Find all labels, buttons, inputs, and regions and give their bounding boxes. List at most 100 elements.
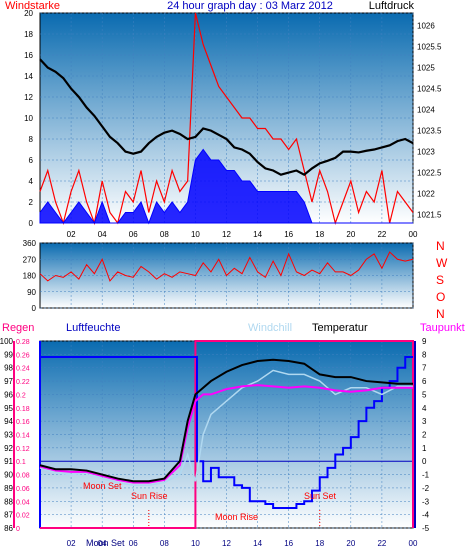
- x-tick-label: 00: [409, 230, 418, 239]
- temp-tick-label: 0: [422, 457, 427, 466]
- x-tick-label: 02: [67, 539, 76, 548]
- rain-tick-label: 0.1: [16, 459, 26, 466]
- rain-tick-label: 0.14: [16, 433, 30, 440]
- x-tick-label: 22: [377, 539, 386, 548]
- wind-gust-area: [39, 148, 413, 225]
- rain-tick-label: 0.18: [16, 406, 30, 413]
- temp-tick-label: 3: [422, 417, 427, 426]
- wind-grid: [40, 12, 414, 224]
- annotation-sun-rise: Sun Rise: [131, 491, 168, 501]
- x-tick-label: 06: [129, 539, 138, 548]
- wind-tick-label: 8: [29, 135, 34, 144]
- direction-tick-label: 180: [23, 272, 37, 281]
- pressure-tick-label: 1025.5: [417, 43, 442, 52]
- rain-tick-label: 0.16: [16, 419, 30, 426]
- wind-series: [39, 12, 414, 226]
- direction-letter: O: [436, 290, 445, 304]
- wind-direction-line: [39, 251, 414, 282]
- annotation-moon-set-2: Moon Set: [86, 538, 125, 548]
- temp-tick-label: 6: [422, 377, 427, 386]
- dewpoint-line: [39, 384, 413, 484]
- pressure-tick-label: 1023: [417, 148, 435, 157]
- temp-tick-label: -3: [422, 497, 430, 506]
- x-tick-label: 14: [253, 230, 262, 239]
- direction-tick-label: 360: [23, 239, 37, 248]
- x-tick-label: 12: [222, 230, 231, 239]
- humidity-tick-label: 100: [0, 337, 14, 346]
- humidity-tick-label: 86: [4, 524, 13, 533]
- humidity-tick-label: 87: [4, 511, 13, 520]
- wind-tick-label: 10: [24, 114, 33, 123]
- direction-series: [39, 251, 414, 282]
- pressure-tick-label: 1022: [417, 190, 435, 199]
- x-tick-label: 14: [253, 539, 262, 548]
- humidity-tick-label: 95: [4, 404, 13, 413]
- humidity-tick-label: 99: [4, 350, 13, 359]
- pressure-tick-label: 1025: [417, 64, 435, 73]
- rain-tick-label: 0.28: [16, 339, 30, 346]
- humidity-tick-label: 88: [4, 497, 13, 506]
- x-tick-label: 08: [160, 230, 169, 239]
- annotation-moon-rise: Moon Rise: [215, 512, 258, 522]
- wind-tick-label: 20: [24, 9, 33, 18]
- rain-axis-label: Regen: [2, 322, 34, 334]
- legend-temperature: Temperatur: [312, 322, 368, 334]
- humidity-tick-label: 98: [4, 364, 13, 373]
- wind-speed-line: [39, 12, 414, 226]
- rain-tick-label: 0.02: [16, 513, 30, 520]
- temp-tick-label: 2: [422, 431, 427, 440]
- direction-letter: W: [436, 256, 448, 270]
- temp-tick-label: -5: [422, 524, 430, 533]
- temp-tick-label: 4: [422, 404, 427, 413]
- annotation-moon-set: Moon Set: [83, 481, 122, 491]
- pressure-axis-label: Luftdruck: [369, 0, 415, 12]
- humidity-axis-label: Luftfeuchte: [66, 322, 120, 334]
- direction-ticks: 0 90 180 270 360: [23, 239, 37, 313]
- x-tick-label: 06: [129, 230, 138, 239]
- temp-tick-label: 1: [422, 444, 427, 453]
- rain-tick-label: 0.12: [16, 446, 30, 453]
- humidity-tick-label: 89: [4, 484, 13, 493]
- wind-tick-label: 4: [29, 177, 34, 186]
- wind-tick-label: 18: [24, 30, 33, 39]
- pressure-tick-label: 1023.5: [417, 127, 442, 136]
- rain-tick-label: 0: [16, 526, 20, 533]
- wind-tick-label: 16: [24, 51, 33, 60]
- x-tick-label: 18: [315, 539, 324, 548]
- temp-tick-label: 8: [422, 350, 427, 359]
- pressure-tick-label: 1024.5: [417, 85, 442, 94]
- pressure-tick-label: 1021.5: [417, 211, 442, 220]
- rain-tick-label: 0.04: [16, 499, 30, 506]
- humidity-tick-label: 92: [4, 444, 13, 453]
- x-tick-label: 02: [67, 230, 76, 239]
- x-tick-label: 18: [315, 230, 324, 239]
- x-tick-label: 16: [284, 230, 293, 239]
- rain-tick-label: 0.22: [16, 379, 30, 386]
- x-tick-label: 10: [191, 230, 200, 239]
- temp-tick-label: -2: [422, 484, 430, 493]
- x-tick-label: 04: [98, 539, 107, 548]
- direction-letter: S: [436, 273, 444, 287]
- wind-ticks: 024681012141618201021.510221022.51023102…: [24, 9, 442, 239]
- x-tick-label: 20: [346, 539, 355, 548]
- temp-tick-label: 5: [422, 390, 427, 399]
- wind-tick-label: 2: [29, 198, 34, 207]
- legend-windchill: Windchill: [248, 322, 292, 334]
- chart-title: 24 hour graph day : 03 Marz 2012: [167, 0, 333, 12]
- x-tick-label: 08: [160, 539, 169, 548]
- temperature-line: [39, 358, 413, 483]
- x-tick-label: 16: [284, 539, 293, 548]
- wind-tick-label: 6: [29, 156, 34, 165]
- direction-letter: N: [436, 239, 445, 253]
- humidity-tick-label: 93: [4, 431, 13, 440]
- pressure-line: [39, 58, 414, 177]
- x-tick-label: 10: [191, 539, 200, 548]
- rain-tick-label: 0.08: [16, 473, 30, 480]
- x-tick-label: 04: [98, 230, 107, 239]
- rain-tick-label: 0.06: [16, 486, 30, 493]
- rain-tick-label: 0.24: [16, 366, 30, 373]
- humidity-tick-label: 91: [4, 457, 13, 466]
